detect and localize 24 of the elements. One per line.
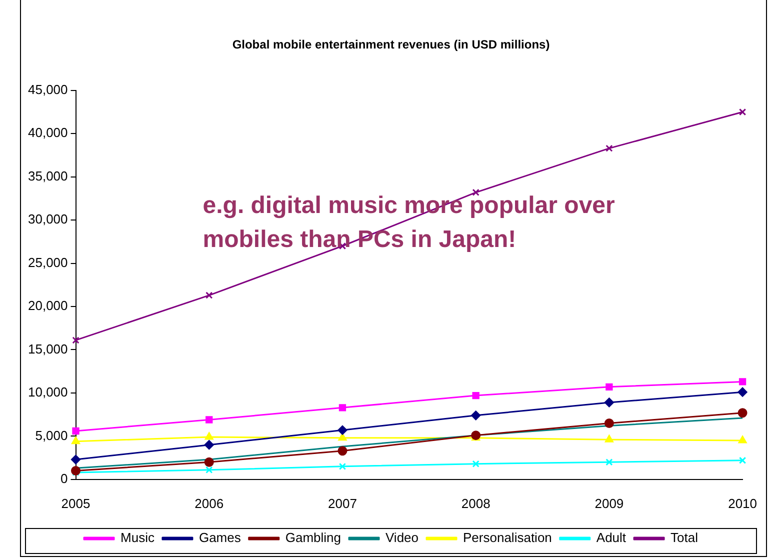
x-tick-label: 2008 (461, 496, 490, 511)
legend-label: Gambling (285, 530, 341, 546)
legend-label: Video (385, 530, 419, 546)
y-tick-label: 25,000 (28, 254, 68, 270)
x-tick-label: 2006 (194, 496, 224, 511)
x-tick-label: 2010 (728, 496, 757, 511)
y-tick-label: 35,000 (28, 168, 68, 184)
x-tick-label: 2005 (61, 496, 90, 511)
x-tick-label: 2007 (328, 496, 357, 511)
legend-label: Adult (596, 530, 626, 546)
y-tick-label: 40,000 (28, 125, 68, 140)
y-tick-label: 15,000 (28, 341, 68, 356)
legend-label: Total (670, 530, 698, 546)
x-tick-label: 2009 (594, 496, 624, 511)
y-tick-label: 0 (60, 470, 68, 486)
y-tick-label: 30,000 (28, 212, 68, 227)
y-tick-label: 20,000 (28, 298, 68, 314)
y-tick-label: 10,000 (28, 384, 68, 400)
y-tick-label: 5,000 (35, 428, 68, 443)
y-tick-label: 45,000 (28, 82, 68, 97)
chart-title: Global mobile entertainment revenues (in USD millions) (232, 38, 550, 52)
legend-label: Personalisation (463, 530, 552, 546)
legend-label: Games (198, 530, 242, 546)
legend-label: Music (120, 530, 155, 546)
